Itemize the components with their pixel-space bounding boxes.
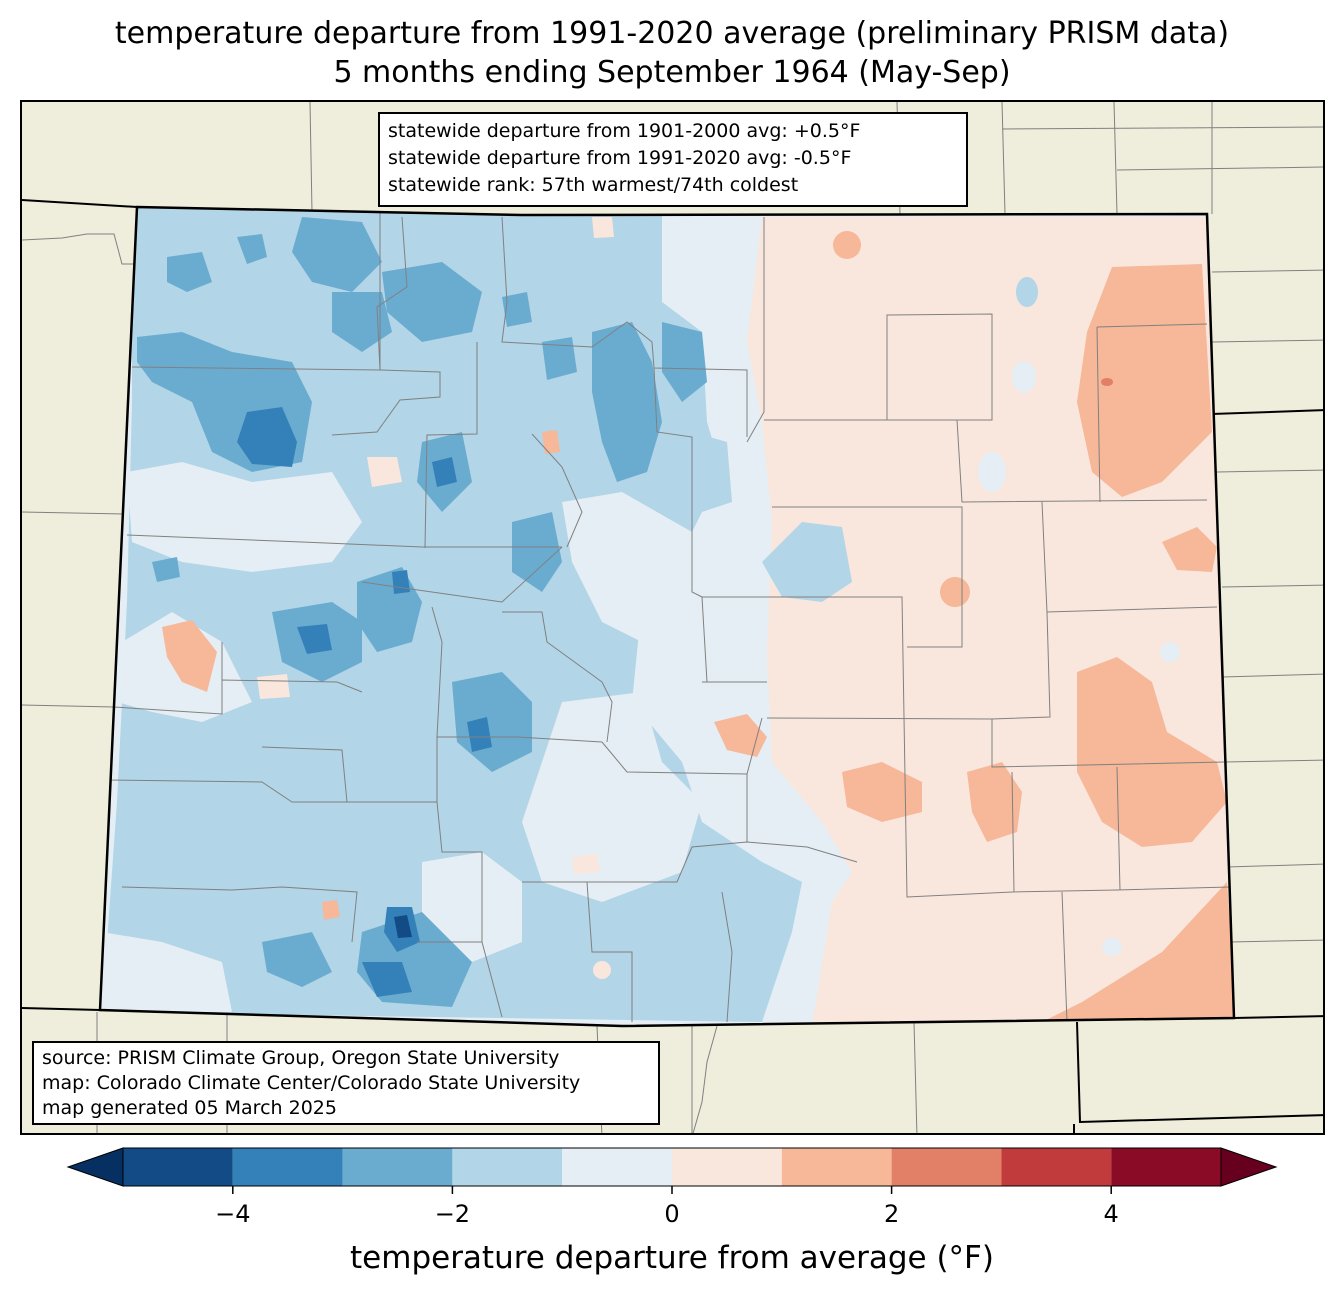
- colorbar: [66, 1147, 1278, 1194]
- colorbar-tick-marks: [232, 1186, 1112, 1194]
- colorbar-bin: [672, 1148, 782, 1186]
- colorbar-bins: [123, 1148, 1221, 1186]
- colorbar-bin: [232, 1148, 343, 1186]
- stats-rank: statewide rank: 57th warmest/74th coldes…: [388, 174, 799, 196]
- colorbar-label: temperature departure from average (°F): [350, 1240, 994, 1276]
- colorbar-bin: [562, 1148, 672, 1186]
- source-line: source: PRISM Climate Group, Oregon Stat…: [42, 1047, 560, 1069]
- map-title-line-2: 5 months ending September 1964 (May-Sep): [333, 55, 1011, 90]
- colorbar-bin: [891, 1148, 1002, 1186]
- temperature-field: [100, 207, 1234, 1026]
- generated-date-line: map generated 05 March 2025: [42, 1097, 337, 1119]
- colorbar-bin: [452, 1148, 563, 1186]
- colorbar-bin: [1001, 1148, 1112, 1186]
- colorado-state-border: [98, 205, 1236, 1028]
- statewide-stats-box: statewide departure from 1901-2000 avg: …: [378, 112, 968, 207]
- colorbar-bin: [1111, 1148, 1221, 1186]
- source-credit-box: source: PRISM Climate Group, Oregon Stat…: [32, 1041, 660, 1125]
- colorbar-tick-label: 4: [1103, 1200, 1119, 1228]
- colorbar-bin: [342, 1148, 453, 1186]
- colorbar-tick-label: −4: [215, 1200, 251, 1228]
- colorbar-bin: [123, 1148, 233, 1186]
- colorbar-tick-label: −2: [434, 1200, 471, 1228]
- stats-departure-1991-2020: statewide departure from 1991-2020 avg: …: [388, 147, 852, 169]
- colorbar-bin: [781, 1148, 892, 1186]
- stats-departure-1901-2000: statewide departure from 1901-2000 avg: …: [388, 120, 861, 142]
- county-borders: [106, 212, 1231, 1023]
- map-credit-line: map: Colorado Climate Center/Colorado St…: [42, 1072, 581, 1094]
- colorbar-under-arrow: [66, 1147, 124, 1187]
- colorbar-tick-label: 2: [883, 1200, 900, 1228]
- colorado-temperature-map: [22, 102, 1323, 1133]
- colorbar-tick-label: 0: [664, 1200, 680, 1228]
- map-title-line-1: temperature departure from 1991-2020 ave…: [114, 16, 1230, 51]
- neighbor-county-borders: [22, 102, 1323, 1133]
- map-frame: [20, 100, 1325, 1135]
- colorbar-over-arrow: [1220, 1147, 1278, 1187]
